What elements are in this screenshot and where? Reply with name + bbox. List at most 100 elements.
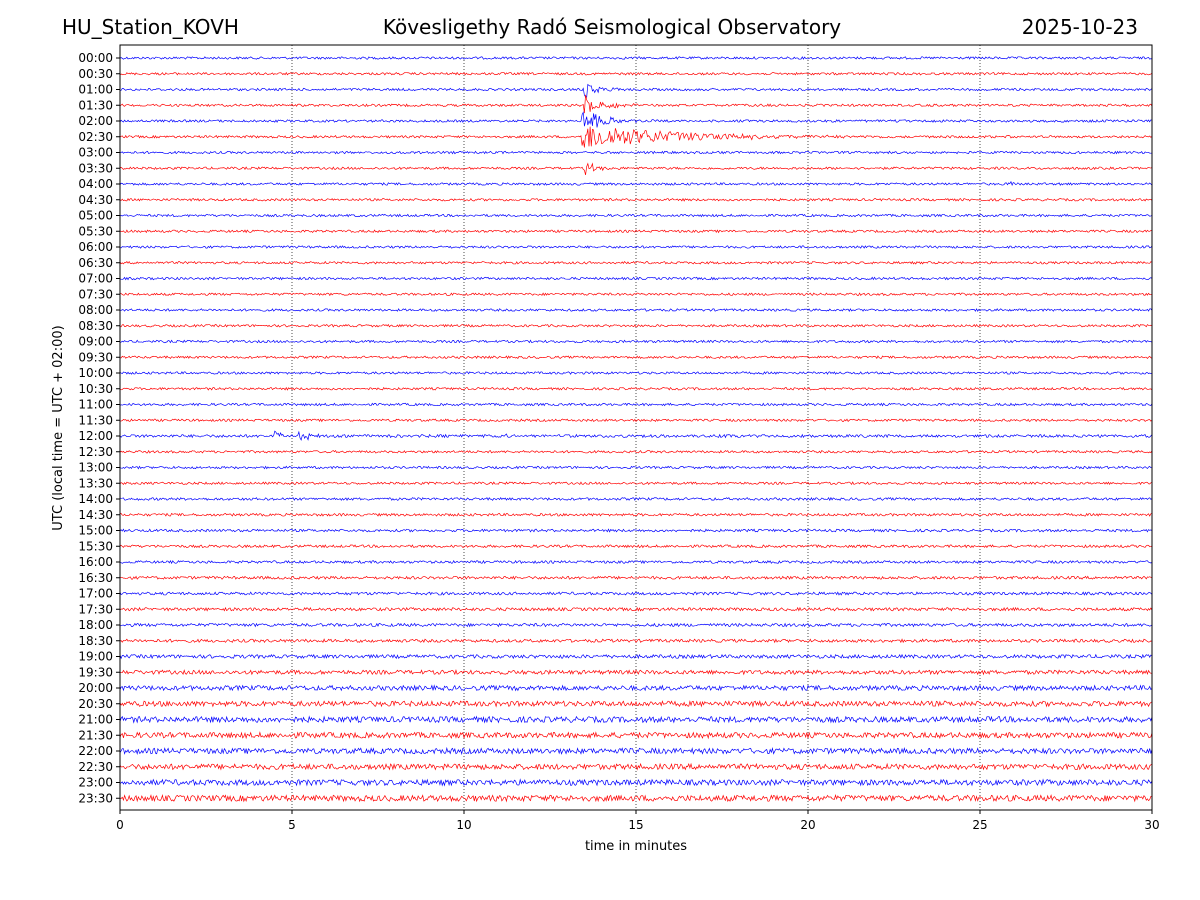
trace-row-2000 <box>119 684 1153 692</box>
y-tick-label: 15:30 <box>78 539 113 553</box>
trace-row-0800 <box>119 308 1153 312</box>
y-tick-label: 00:30 <box>78 67 113 81</box>
x-axis-label: time in minutes <box>585 839 687 854</box>
y-tick-label: 04:30 <box>78 193 113 207</box>
trace-row-0530 <box>119 229 1153 234</box>
trace-row-0900 <box>119 339 1153 344</box>
y-tick-label: 16:30 <box>78 571 113 585</box>
station-name: HU_Station_KOVH <box>62 15 239 39</box>
y-tick-label: 07:30 <box>78 287 113 301</box>
trace-row-0300 <box>119 150 1153 155</box>
trace-row-1830 <box>119 638 1153 644</box>
y-tick-label: 03:30 <box>78 161 113 175</box>
trace-row-1630 <box>119 575 1153 580</box>
trace-row-1200 <box>119 430 1153 441</box>
trace-row-1230 <box>119 449 1153 454</box>
y-tick-label: 19:00 <box>78 650 113 664</box>
y-tick-label: 17:00 <box>78 587 113 601</box>
trace-row-2300 <box>119 778 1153 787</box>
y-tick-label: 10:00 <box>78 366 113 380</box>
y-tick-label: 01:00 <box>78 83 113 97</box>
trace-row-1900 <box>119 653 1153 660</box>
trace-row-0500 <box>119 213 1153 218</box>
y-tick-label: 15:00 <box>78 524 113 538</box>
x-tick-label: 5 <box>288 818 296 832</box>
trace-row-0330 <box>119 162 1153 176</box>
y-tick-label: 10:30 <box>78 382 113 396</box>
trace-row-0400 <box>119 180 1153 186</box>
y-tick-label: 14:30 <box>78 508 113 522</box>
trace-row-1730 <box>119 606 1153 612</box>
y-tick-label: 09:30 <box>78 350 113 364</box>
trace-row-1130 <box>119 418 1153 423</box>
y-tick-label: 06:30 <box>78 256 113 270</box>
trace-row-2330 <box>119 793 1153 803</box>
y-tick-label: 09:00 <box>78 335 113 349</box>
y-tick-label: 12:00 <box>78 429 113 443</box>
y-tick-label: 11:30 <box>78 413 113 427</box>
trace-row-1700 <box>119 591 1153 596</box>
trace-row-2100 <box>119 715 1153 724</box>
trace-row-1330 <box>119 481 1153 486</box>
y-tick-label: 21:30 <box>78 728 113 742</box>
y-tick-label: 04:00 <box>78 177 113 191</box>
trace-row-0600 <box>119 245 1153 249</box>
trace-row-1030 <box>119 386 1153 391</box>
trace-row-2130 <box>119 731 1153 740</box>
x-tick-label: 0 <box>116 818 124 832</box>
trace-row-1000 <box>119 371 1153 375</box>
y-tick-label: 05:30 <box>78 224 113 238</box>
trace-row-2200 <box>119 746 1153 756</box>
y-tick-label: 08:30 <box>78 319 113 333</box>
y-tick-label: 19:30 <box>78 665 113 679</box>
trace-row-1430 <box>119 512 1153 517</box>
y-tick-label: 21:00 <box>78 713 113 727</box>
y-tick-label: 13:00 <box>78 461 113 475</box>
trace-row-0730 <box>119 292 1153 297</box>
trace-row-2230 <box>119 762 1153 771</box>
y-tick-label: 07:00 <box>78 272 113 286</box>
y-tick-label: 22:00 <box>78 744 113 758</box>
chart-date: 2025-10-23 <box>1021 15 1138 39</box>
trace-row-1400 <box>119 496 1153 502</box>
x-tick-label: 20 <box>800 818 815 832</box>
y-tick-label: 05:00 <box>78 209 113 223</box>
y-tick-label: 06:00 <box>78 240 113 254</box>
y-tick-label: 18:30 <box>78 634 113 648</box>
y-tick-label: 20:30 <box>78 697 113 711</box>
trace-row-0700 <box>119 276 1153 281</box>
y-tick-label: 03:00 <box>78 146 113 160</box>
y-tick-label: 17:30 <box>78 602 113 616</box>
trace-row-0830 <box>119 323 1153 328</box>
x-tick-label: 10 <box>456 818 471 832</box>
trace-row-0230 <box>119 126 1153 148</box>
y-tick-label: 00:00 <box>78 51 113 65</box>
x-tick-label: 25 <box>972 818 987 832</box>
trace-row-1500 <box>119 528 1153 533</box>
y-tick-label: 16:00 <box>78 555 113 569</box>
trace-row-0030 <box>119 71 1153 76</box>
y-tick-label: 22:30 <box>78 760 113 774</box>
y-tick-label: 14:00 <box>78 492 113 506</box>
trace-row-1100 <box>119 402 1153 407</box>
y-tick-label: 13:30 <box>78 476 113 490</box>
x-axis: 0 5 10 15 20 25 30 <box>116 810 1160 832</box>
trace-row-0100 <box>119 83 1153 98</box>
y-tick-label: 23:00 <box>78 776 113 790</box>
y-tick-label: 20:00 <box>78 681 113 695</box>
trace-row-1800 <box>119 622 1153 628</box>
trace-row-2030 <box>119 699 1153 708</box>
trace-row-0630 <box>119 260 1153 265</box>
y-tick-label: 18:00 <box>78 618 113 632</box>
y-tick-label: 11:00 <box>78 398 113 412</box>
trace-row-1300 <box>119 465 1153 470</box>
trace-row-0430 <box>119 197 1153 202</box>
y-tick-label: 12:30 <box>78 445 113 459</box>
y-tick-label: 01:30 <box>78 98 113 112</box>
trace-row-1930 <box>119 668 1153 676</box>
seismic-traces <box>119 56 1153 803</box>
trace-row-1600 <box>119 559 1153 565</box>
y-axis-label: UTC (local time = UTC + 02:00) <box>51 325 66 530</box>
trace-row-0930 <box>119 355 1153 360</box>
y-tick-label: 02:00 <box>78 114 113 128</box>
